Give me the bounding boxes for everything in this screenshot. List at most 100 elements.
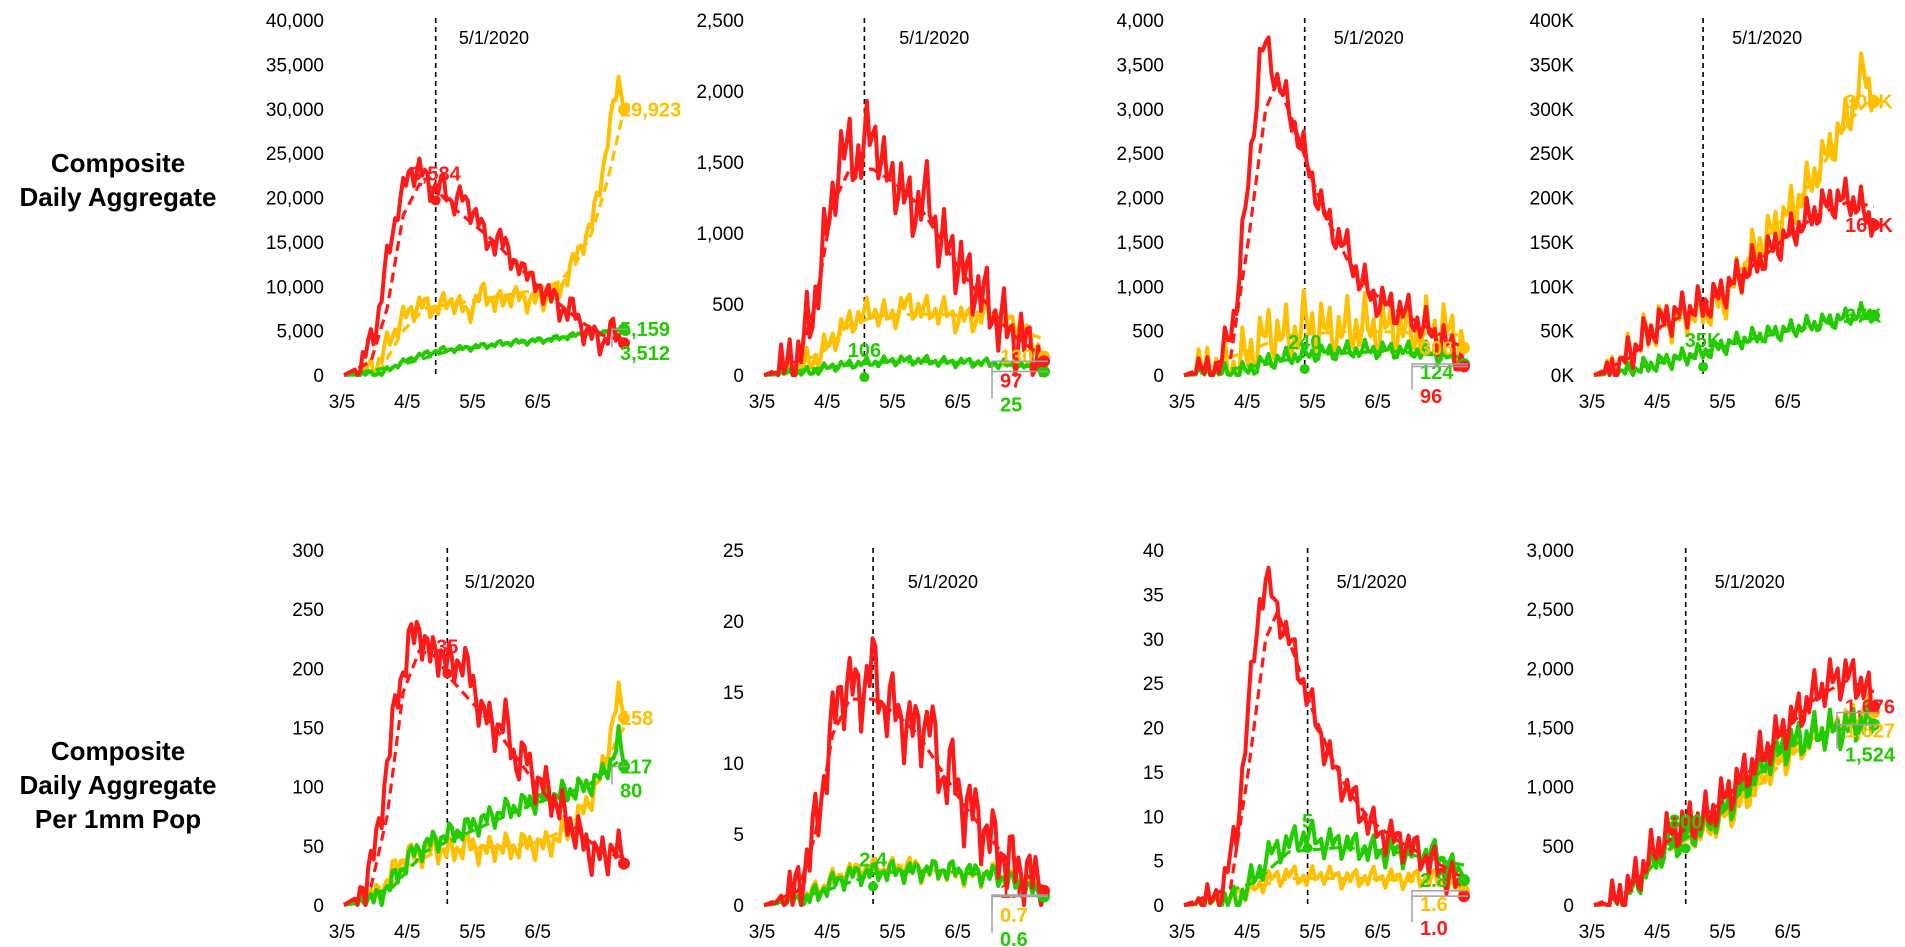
x-tick-label: 3/5 xyxy=(749,922,775,943)
y-tick-label: 200K xyxy=(1530,189,1575,210)
reference-line-label: 5/1/2020 xyxy=(1715,572,1785,592)
end-value-label: 130 xyxy=(1000,347,1033,369)
end-value-label: 0.7 xyxy=(1000,905,1028,927)
end-value-label: 25 xyxy=(1000,395,1022,417)
y-tick-label: 150 xyxy=(292,719,324,740)
end-marker-yellow xyxy=(618,103,630,116)
chart-1-1: 0 5,000 10,000 15,000 20,000 25,000 30,000 35,0… xyxy=(266,11,681,413)
annotation-value-label: 35 xyxy=(436,636,458,658)
end-value-label: 1,524 xyxy=(1845,745,1896,767)
end-marker-yellow xyxy=(1868,95,1880,108)
series-green-average-line xyxy=(763,869,1045,907)
end-value-label: 169K xyxy=(1845,215,1893,237)
end-value-label: 1.6 xyxy=(1420,894,1448,916)
y-tick-label: 35,000 xyxy=(266,55,324,76)
end-value-label: 5,159 xyxy=(620,319,670,341)
label-leader-line xyxy=(991,370,1048,399)
y-tick-label: 3,000 xyxy=(1116,100,1164,121)
annotation-value-label: 106 xyxy=(848,340,881,362)
series-green-daily-line xyxy=(343,724,626,907)
y-tick-label: 5 xyxy=(733,825,744,846)
series-yellow-average-line xyxy=(763,312,1045,377)
annotation-marker xyxy=(430,195,441,206)
x-tick-label: 6/5 xyxy=(945,922,971,943)
chart-2-1: 0 50 100 150 200 250 300 3/5 4/5 5/5 6/5 5/1/2020 15… xyxy=(292,541,653,943)
x-tick-label: 5/5 xyxy=(879,392,905,413)
series-yellow-average-line xyxy=(343,109,626,377)
y-tick-label: 15,000 xyxy=(266,233,324,254)
y-tick-label: 1,000 xyxy=(696,224,744,245)
chart-1-4: 0K 50K 100K 150K 200K 250K 300K 350K 400K 3/5 4/5 5… xyxy=(1530,11,1894,413)
series-green-daily-line xyxy=(1183,337,1466,377)
series-yellow-daily-line xyxy=(343,74,626,377)
series-red-daily-line xyxy=(1183,565,1466,907)
series-red-average-line xyxy=(1183,610,1465,907)
y-tick-label: 10 xyxy=(723,754,744,775)
annotation-marker xyxy=(1299,364,1310,375)
end-value-label: 158 xyxy=(620,708,653,730)
row-label-1-line-2: Daily Aggregate xyxy=(19,182,217,212)
end-value-label: 308K xyxy=(1845,92,1893,114)
end-marker-red xyxy=(1868,700,1880,713)
end-marker-yellow xyxy=(618,712,630,725)
annotation-value-label: 2.4 xyxy=(859,849,888,871)
y-tick-label: 150K xyxy=(1530,233,1575,254)
annotation-value-label: 240 xyxy=(1288,332,1321,354)
row-label-2-line-1: Composite xyxy=(50,736,186,766)
x-tick-label: 6/5 xyxy=(945,392,971,413)
end-value-label: 3,512 xyxy=(620,343,670,365)
y-tick-label: 250 xyxy=(292,600,324,621)
x-tick-label: 4/5 xyxy=(814,392,840,413)
end-marker-red xyxy=(1868,219,1880,232)
y-tick-label: 5,000 xyxy=(276,322,324,343)
y-tick-label: 0 xyxy=(313,896,324,917)
annotation-value-label: 800 xyxy=(1669,811,1702,833)
x-tick-label: 6/5 xyxy=(1775,922,1801,943)
x-tick-label: 4/5 xyxy=(1234,392,1260,413)
y-tick-label: 2,000 xyxy=(1526,659,1574,680)
y-tick-label: 500 xyxy=(712,295,744,316)
y-tick-label: 200 xyxy=(292,659,324,680)
y-tick-label: 100 xyxy=(292,778,324,799)
series-green-daily-line xyxy=(763,859,1046,907)
series-green-daily-line xyxy=(343,325,625,377)
y-tick-label: 10 xyxy=(1143,807,1164,828)
y-tick-label: 1,500 xyxy=(696,153,744,174)
chart-2-2: 0 5 10 15 20 25 3/5 4/5 5/5 6/5 5/1/2020 1.00.7 0.6 2… xyxy=(723,541,1050,947)
end-value-label: 306 xyxy=(1420,338,1453,360)
annotation-marker xyxy=(442,668,453,679)
y-tick-label: 2,000 xyxy=(696,82,744,103)
row-label-2-line-3: Per 1mm Pop xyxy=(34,804,202,834)
x-tick-label: 5/5 xyxy=(1299,392,1325,413)
y-tick-label: 0 xyxy=(733,366,744,387)
x-tick-label: 5/5 xyxy=(1709,922,1735,943)
label-leader-line xyxy=(1411,365,1468,390)
annotation-marker xyxy=(1698,361,1709,372)
label-leader-line xyxy=(611,328,628,348)
label-leader-line xyxy=(991,895,1048,933)
end-value-label: 1.0 xyxy=(1420,918,1448,940)
label-leader-line xyxy=(1411,363,1468,366)
y-tick-label: 100K xyxy=(1530,277,1575,298)
chart-2-4: 0 500 1,000 1,500 2,000 2,500 3,000 3/5 4/5 5/5 6/… xyxy=(1526,541,1895,943)
end-value-label: 96 xyxy=(1420,386,1442,408)
x-tick-label: 3/5 xyxy=(749,392,775,413)
x-tick-label: 4/5 xyxy=(814,922,840,943)
y-tick-label: 0 xyxy=(733,896,744,917)
y-tick-label: 15 xyxy=(723,683,744,704)
chart-1-2: 0 500 1,000 1,500 2,000 2,500 3/5 4/5 5/5 6/5 5/1/… xyxy=(696,11,1050,417)
annotation-value-label: 5 xyxy=(1302,811,1313,833)
row-label-1-line-1: Composite xyxy=(50,148,186,178)
y-tick-label: 2,000 xyxy=(1116,189,1164,210)
y-tick-label: 40,000 xyxy=(266,11,324,32)
x-tick-label: 5/5 xyxy=(1709,392,1735,413)
x-tick-label: 3/5 xyxy=(1579,922,1605,943)
x-tick-label: 3/5 xyxy=(1579,392,1605,413)
y-tick-label: 0K xyxy=(1551,366,1575,387)
reference-line-label: 5/1/2020 xyxy=(1337,572,1407,592)
reference-line-label: 5/1/2020 xyxy=(1732,28,1802,48)
end-marker-red xyxy=(618,857,630,870)
label-leader-line xyxy=(611,765,628,785)
label-leader-line xyxy=(991,360,1048,375)
